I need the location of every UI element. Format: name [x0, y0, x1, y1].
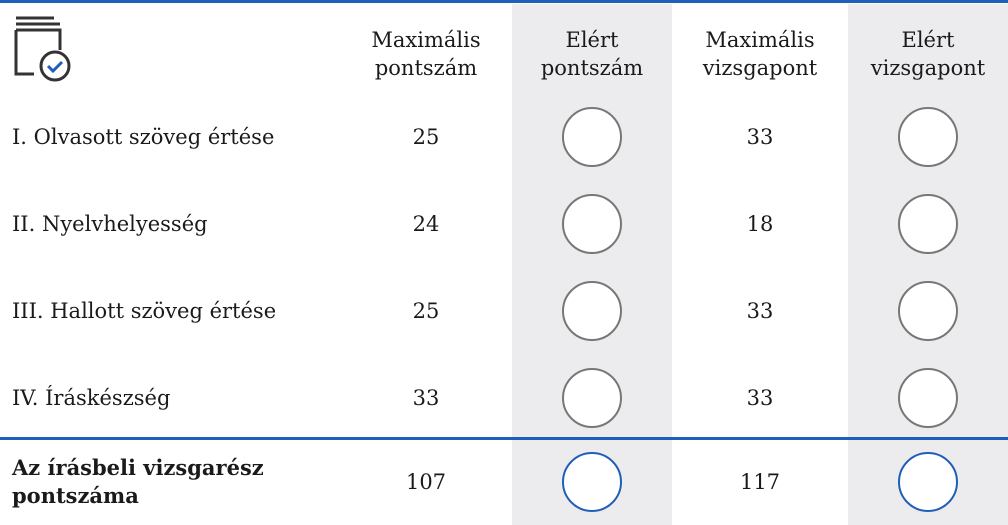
- max-points: 33: [412, 386, 440, 410]
- max-exam-points: 33: [746, 125, 774, 149]
- row-label: I. Olvasott szöveg értése: [12, 125, 275, 149]
- column-header: Maximális pontszám: [371, 28, 481, 80]
- top-border: [0, 0, 1008, 3]
- column-header: Maximális vizsgapont: [702, 28, 818, 80]
- row-label: III. Hallott szöveg értése: [12, 299, 277, 323]
- row-label: II. Nyelvhelyesség: [12, 212, 208, 236]
- max-exam-points: 33: [746, 299, 774, 323]
- max-points: 107: [405, 470, 447, 494]
- score-input: [898, 452, 958, 512]
- row-label: IV. Íráskészség: [12, 386, 171, 410]
- column-header: Elért vizsgapont: [870, 28, 986, 80]
- row-label: Az írásbeli vizsgarész pontszáma: [12, 455, 264, 508]
- score-input: [898, 107, 958, 167]
- max-exam-points: 117: [739, 470, 781, 494]
- score-input: [898, 281, 958, 341]
- score-input: [898, 194, 958, 254]
- max-exam-points: 33: [746, 386, 774, 410]
- score-input: [562, 368, 622, 428]
- score-input: [562, 452, 622, 512]
- total-border: [0, 437, 1008, 440]
- score-input: [562, 107, 622, 167]
- score-input: [898, 368, 958, 428]
- score-input: [562, 194, 622, 254]
- max-points: 25: [412, 125, 440, 149]
- icon: [14, 16, 71, 82]
- max-points: 24: [412, 212, 440, 236]
- max-points: 25: [412, 299, 440, 323]
- column-header: Elért pontszám: [540, 28, 644, 80]
- max-exam-points: 18: [746, 212, 774, 236]
- score-input: [562, 281, 622, 341]
